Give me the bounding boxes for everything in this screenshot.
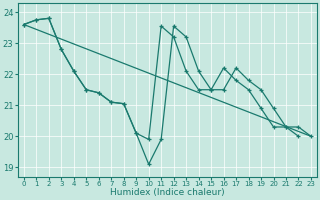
- X-axis label: Humidex (Indice chaleur): Humidex (Indice chaleur): [110, 188, 225, 197]
